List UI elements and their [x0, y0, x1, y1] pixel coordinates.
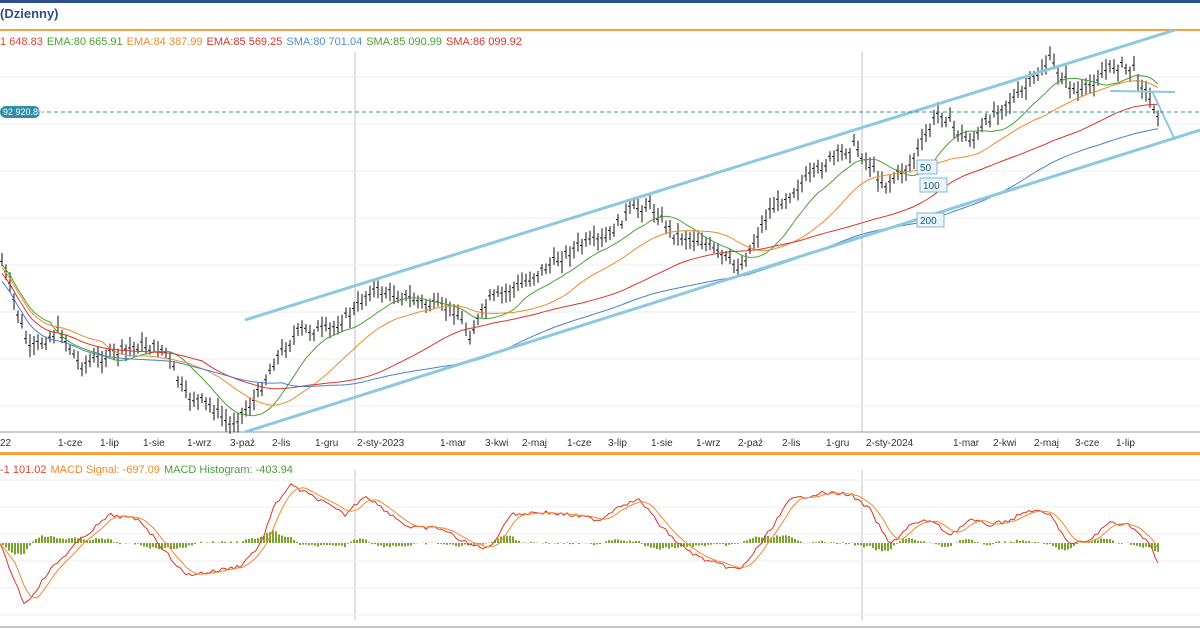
- ma-label-50: 50: [920, 163, 932, 174]
- macd-line: [0, 483, 1159, 605]
- x-tick-label: 2-kwi: [993, 438, 1016, 449]
- title-rule: [0, 29, 1200, 31]
- indicator-legend: 1 648.83 EMA:80 665.91 EMA:84 387.99 EMA:85…: [0, 36, 526, 48]
- top-border: [0, 0, 1200, 3]
- x-tick-label: 1-mar: [953, 438, 980, 449]
- x-tick-label: 3-cze: [1075, 438, 1100, 449]
- legend-item: SMA:80 701.04: [286, 36, 363, 48]
- x-tick-label: 1-sie: [651, 438, 673, 449]
- chart-title-text: Dzienny): [4, 6, 59, 21]
- ema-200-line: [1, 103, 1159, 390]
- x-tick-label: 1-cze: [567, 438, 592, 449]
- x-tick-label: 3-lip: [608, 438, 627, 449]
- x-tick-label: 2-lis: [272, 438, 290, 449]
- x-tick-label: 1-mar: [440, 438, 467, 449]
- x-tick-label: 1-sie: [143, 438, 165, 449]
- legend-item: 1 648.83: [0, 36, 43, 48]
- legend-item: EMA:84 387.99: [126, 36, 203, 48]
- x-tick-label: 2-maj: [1034, 438, 1059, 449]
- macd-legend-item: MACD Signal: -697.09: [50, 464, 160, 476]
- x-tick-label: 2-lis: [782, 438, 800, 449]
- legend-item: EMA:80 665.91: [46, 36, 123, 48]
- x-tick-label: 1-gru: [826, 438, 849, 449]
- x-tick-label: 3-paź: [230, 438, 255, 449]
- chart-title: (Dzienny): [0, 6, 59, 21]
- ma-label-box: [916, 212, 945, 228]
- ma-label-box: [916, 159, 938, 175]
- x-tick-label: 1-cze: [58, 438, 83, 449]
- bottom-border: [0, 626, 1200, 628]
- x-tick-label: 1-gru: [315, 438, 338, 449]
- legend-item: SMA:85 090.99: [366, 36, 443, 48]
- ma-label-200: 200: [920, 216, 937, 227]
- x-tick-label: 2-paź: [738, 438, 763, 449]
- legend-item: EMA:85 569.25: [206, 36, 283, 48]
- x-tick-label: 2-maj: [522, 438, 547, 449]
- ema-100-line: [1, 80, 1159, 406]
- macd-signal-line: [0, 487, 1159, 599]
- x-tick-label: 1-wrz: [696, 438, 720, 449]
- drop-line: [1151, 90, 1176, 141]
- x-tick-label: 1-lip: [1116, 438, 1135, 449]
- x-tick-label: 1-wrz: [187, 438, 211, 449]
- ma-label-100: 100: [923, 181, 940, 192]
- x-tick-label: 2-sty-2023: [357, 438, 405, 449]
- channel-upper-line: [244, 28, 1176, 322]
- channel-lower-line: [244, 128, 1200, 434]
- price-marker-badge: [0, 106, 40, 118]
- macd-legend-item: MACD Histogram: -403.94: [163, 464, 293, 476]
- macd-legend: -1 101.02 MACD Signal: -697.09 MACD Histog…: [0, 464, 297, 476]
- price-marker-label: 92 920.89: [3, 107, 43, 117]
- sma-200-line: [1, 128, 1159, 388]
- support-line: [1109, 90, 1176, 93]
- x-tick-label: 22: [0, 438, 12, 449]
- ema-50-line: [1, 75, 1159, 417]
- x-tick-label: 3-kwi: [485, 438, 508, 449]
- pane-separator[interactable]: [0, 452, 1200, 455]
- x-tick-label: 2-sty-2024: [866, 438, 914, 449]
- legend-item: SMA:86 099.92: [446, 36, 522, 48]
- ma-label-box: [919, 177, 948, 193]
- x-tick-label: 1-lip: [100, 438, 119, 449]
- macd-legend-item: -1 101.02: [0, 464, 47, 476]
